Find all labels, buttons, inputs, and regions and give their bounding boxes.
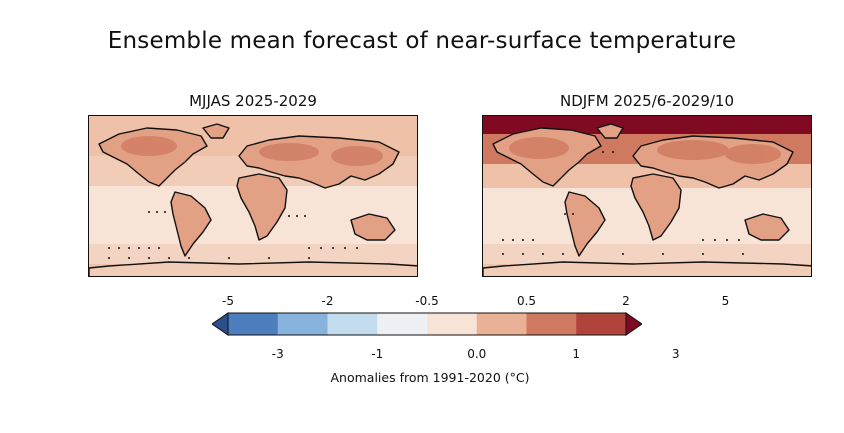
colorbar-tick-lower: 0.0 xyxy=(467,347,487,361)
colorbar-segment xyxy=(576,313,627,335)
colorbar-segment xyxy=(476,313,527,335)
main-title: Ensemble mean forecast of near-surface t… xyxy=(107,28,737,54)
colorbar-segment xyxy=(228,313,279,335)
colorbar-tick-lower: 3 xyxy=(671,347,680,361)
colorbar-tick-upper: 2 xyxy=(622,294,630,308)
panel-title-mjjas: MJJAS 2025-2029 xyxy=(189,92,317,110)
colorbar-extend-high xyxy=(625,312,643,336)
colorbar-tick-upper: -0.5 xyxy=(415,294,439,308)
map-mjjas xyxy=(88,115,418,277)
map-ndjfm xyxy=(482,115,812,277)
colorbar-tick-upper: 5 xyxy=(721,294,730,308)
colorbar xyxy=(211,312,643,340)
colorbar-label: Anomalies from 1991-2020 (°C) xyxy=(330,370,530,385)
colorbar-segment xyxy=(377,313,428,335)
colorbar-extend-low xyxy=(211,312,229,336)
colorbar-tick-upper: -2 xyxy=(321,294,334,308)
colorbar-tick-lower: 1 xyxy=(572,347,581,361)
colorbar-tick-upper: 0.5 xyxy=(516,294,537,308)
colorbar-segment xyxy=(427,313,478,335)
colorbar-tick-lower: -1 xyxy=(371,347,384,361)
colorbar-segment xyxy=(526,313,577,335)
colorbar-segment xyxy=(277,313,328,335)
colorbar-tick-upper: -5 xyxy=(222,294,234,308)
colorbar-segment xyxy=(327,313,378,335)
panel-title-ndjfm: NDJFM 2025/6-2029/10 xyxy=(559,92,735,110)
colorbar-frame xyxy=(227,312,627,336)
colorbar-tick-lower: -3 xyxy=(271,347,284,361)
